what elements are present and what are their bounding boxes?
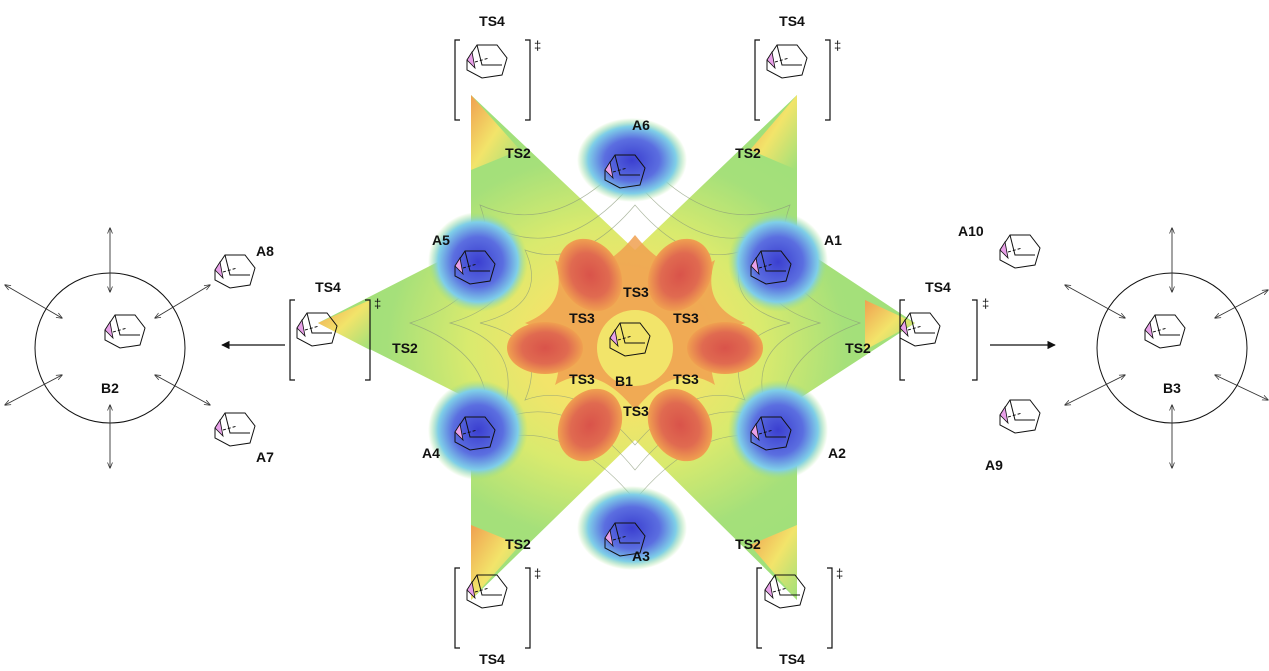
dagger-left: ‡ [374,296,381,311]
label-b3: B3 [1163,380,1181,396]
dagger-top-left: ‡ [534,38,541,53]
molecule-a7 [214,412,256,447]
dagger-right: ‡ [982,296,989,311]
label-b2: B2 [101,380,119,396]
label-a3: A3 [632,548,650,564]
molecule-b2 [104,314,146,349]
label-a4: A4 [422,445,440,461]
molecule-ts4-top-left [466,44,508,79]
label-ts3-upper-left: TS3 [569,310,595,326]
label-ts2-lower-right: TS2 [735,536,761,552]
dagger-top-right: ‡ [834,38,841,53]
minima-wells [428,118,828,570]
label-ts4-bottom-right: TS4 [779,651,805,666]
molecule-a10 [999,234,1041,269]
label-ts4-top-left: TS4 [479,13,505,29]
label-ts4-left: TS4 [315,279,341,295]
label-a1: A1 [824,232,842,248]
label-ts2-lower-left: TS2 [505,536,531,552]
label-b1: B1 [615,373,633,389]
label-a2: A2 [828,445,846,461]
label-a8: A8 [256,243,274,259]
label-a9: A9 [985,457,1003,473]
label-ts4-right: TS4 [925,279,951,295]
dagger-bottom-right: ‡ [836,566,843,581]
ts4-brackets [289,39,978,649]
label-a7: A7 [256,449,274,465]
label-ts3-lower-left: TS3 [569,371,595,387]
dagger-bottom-left: ‡ [534,566,541,581]
molecule-a8 [214,254,256,289]
label-ts3-top: TS3 [623,284,649,300]
molecule-b3 [1144,314,1186,349]
label-ts2-right: TS2 [845,340,871,356]
label-ts3-upper-right: TS3 [673,310,699,326]
label-ts4-bottom-left: TS4 [479,651,505,666]
label-ts2-left: TS2 [392,340,418,356]
label-ts2-upper-right: TS2 [735,145,761,161]
central-maximum-region [507,235,763,462]
label-a5: A5 [432,232,450,248]
potential-energy-star [318,95,915,600]
label-a6: A6 [632,117,650,133]
label-ts2-upper-left: TS2 [505,145,531,161]
molecule-glyphs [104,44,1186,609]
b2-manifold [5,228,210,468]
molecule-ts4-top-right [766,44,808,79]
label-ts4-top-right: TS4 [779,13,805,29]
b3-manifold [1065,228,1268,468]
label-ts3-bottom: TS3 [623,403,649,419]
molecule-a6 [604,154,646,189]
label-a10: A10 [958,223,984,239]
label-ts3-lower-right: TS3 [673,371,699,387]
molecule-a9 [999,399,1041,434]
